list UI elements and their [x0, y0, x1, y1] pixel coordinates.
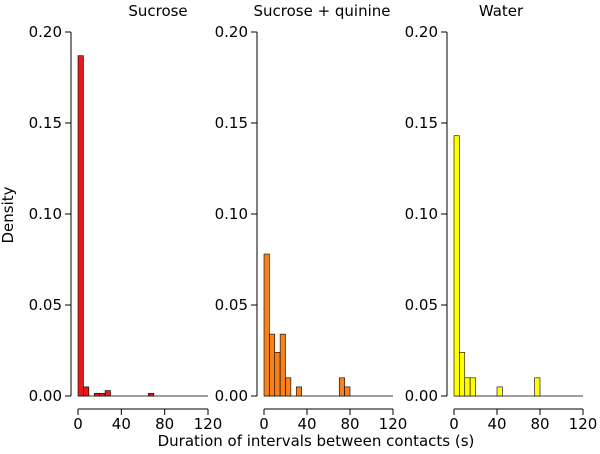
- histogram-bar: [459, 352, 466, 397]
- y-tick-label: 0.20: [405, 23, 438, 41]
- x-tick-label: 80: [340, 415, 359, 433]
- histogram-bar: [469, 377, 476, 397]
- histogram-bar: [263, 253, 270, 397]
- y-tick-label: 0.05: [215, 296, 248, 314]
- panel-title: Water: [479, 2, 524, 20]
- x-tick-label: 120: [569, 415, 598, 433]
- x-tick-label: 40: [487, 415, 506, 433]
- y-tick-label: 0.15: [405, 114, 438, 132]
- y-tick-label: 0.15: [29, 114, 62, 132]
- panel-title: Sucrose + quinine: [253, 2, 390, 20]
- y-tick-label: 0.15: [215, 114, 248, 132]
- y-tick-label: 0.00: [29, 387, 62, 405]
- histogram-bar: [274, 352, 281, 397]
- histogram-bar: [338, 377, 345, 397]
- x-axis-label: Duration of intervals between contacts (…: [158, 432, 475, 450]
- x-tick-label: 80: [530, 415, 549, 433]
- histogram-bar: [104, 390, 111, 397]
- histogram-bar: [534, 377, 541, 397]
- panel-title: Sucrose: [128, 2, 187, 20]
- histogram-bar: [93, 392, 100, 397]
- x-tick-label: 80: [155, 415, 174, 433]
- x-tick-label: 40: [297, 415, 316, 433]
- histogram-bar: [464, 377, 471, 397]
- histogram-bar: [344, 386, 351, 397]
- histogram-bar: [269, 333, 276, 397]
- y-tick-label: 0.20: [29, 23, 62, 41]
- histogram-bar: [148, 392, 155, 397]
- histogram-bar: [285, 377, 292, 397]
- y-tick-label: 0.00: [215, 387, 248, 405]
- histogram-panel: Sucrose 0.00 0.05 0.10 0.15 0.20 0 40 80 120: [29, 2, 223, 433]
- y-tick-label: 0.20: [215, 23, 248, 41]
- x-tick-label: 0: [449, 415, 459, 433]
- x-tick-label: 0: [73, 415, 83, 433]
- y-tick-label: 0.10: [215, 205, 248, 223]
- x-tick-label: 120: [379, 415, 408, 433]
- histogram-bar: [83, 386, 90, 397]
- y-axis-label: Density: [0, 186, 17, 243]
- y-tick-label: 0.10: [405, 205, 438, 223]
- y-tick-label: 0.05: [405, 296, 438, 314]
- y-tick-label: 0.10: [29, 205, 62, 223]
- x-tick-label: 40: [112, 415, 131, 433]
- y-tick-label: 0.00: [405, 387, 438, 405]
- histogram-bar: [77, 55, 84, 397]
- x-tick-label: 0: [259, 415, 269, 433]
- histogram-bar: [496, 386, 503, 397]
- histogram-bar: [295, 386, 302, 397]
- histogram-panel: Sucrose + quinine 0.00 0.05 0.10 0.15 0.20 0 40…: [215, 2, 408, 433]
- histogram-bar: [279, 333, 286, 397]
- histogram-panel: Water 0.00 0.05 0.10 0.15 0.20 0 40 80 120: [405, 2, 598, 433]
- histogram-bar: [99, 392, 106, 397]
- y-tick-label: 0.05: [29, 296, 62, 314]
- histogram-bar: [453, 135, 460, 397]
- x-tick-label: 120: [194, 415, 223, 433]
